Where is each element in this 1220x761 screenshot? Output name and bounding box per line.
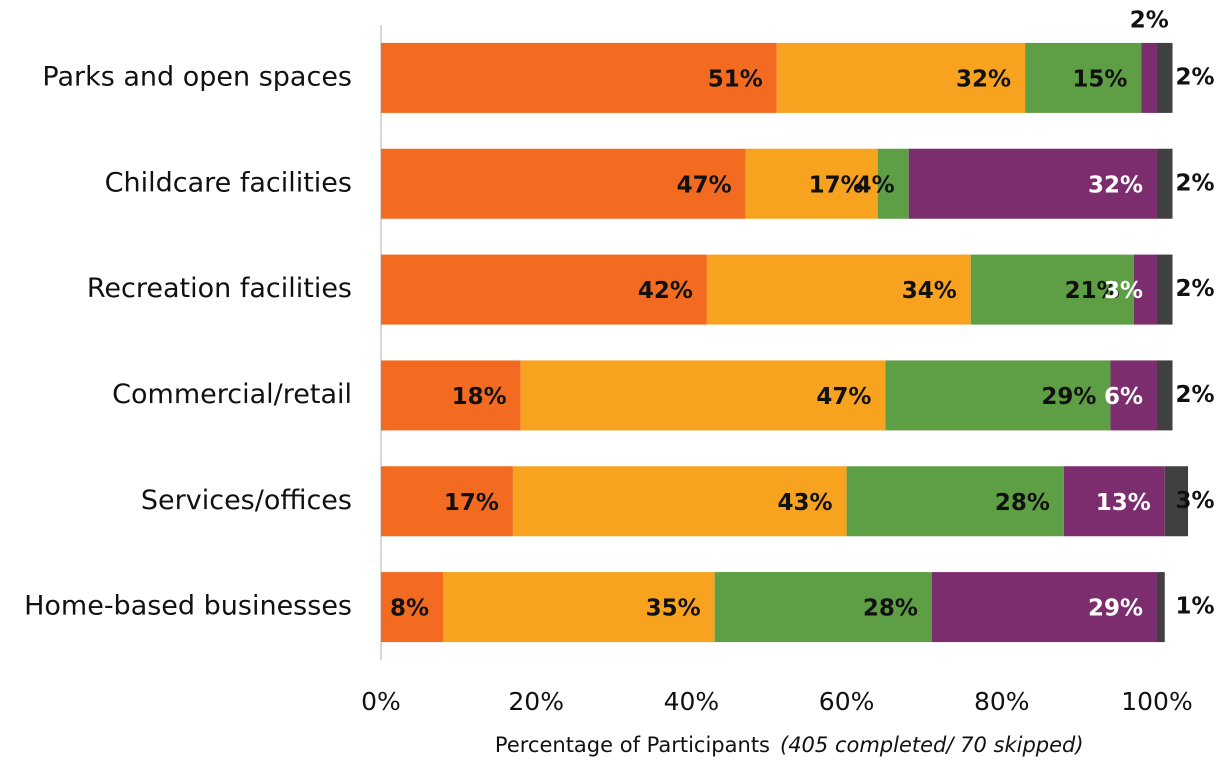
bar-segment — [381, 148, 746, 219]
value-label: 21% — [1065, 278, 1120, 304]
value-label: 2% — [1175, 170, 1214, 196]
bar-segment — [443, 572, 715, 643]
bar-segment — [1157, 572, 1165, 643]
category-label: Childcare facilities — [105, 167, 352, 198]
value-label: 17% — [444, 490, 499, 516]
bar-segment — [1157, 360, 1173, 431]
value-label: 47% — [677, 172, 732, 198]
value-label: 13% — [1096, 490, 1151, 516]
value-label: 4% — [856, 172, 895, 198]
category-label: Parks and open spaces — [42, 61, 352, 92]
value-label: 2% — [1130, 7, 1169, 33]
value-label: 42% — [638, 278, 693, 304]
bar-segment — [381, 254, 707, 325]
bar-segment — [1063, 466, 1165, 537]
category-label: Services/offices — [141, 485, 352, 516]
value-label: 28% — [863, 596, 918, 622]
value-label: 32% — [1088, 172, 1143, 198]
bar-segment — [970, 254, 1134, 325]
x-tick-label: 60% — [819, 687, 875, 716]
bar-segment — [520, 360, 886, 431]
category-label: Commercial/retail — [112, 379, 352, 410]
bar-segment — [1157, 148, 1173, 219]
bar-segment — [908, 148, 1157, 219]
bar-segment — [745, 148, 878, 219]
x-axis-note: (405 completed/ 70 skipped) — [780, 733, 1084, 757]
bar-segment — [1025, 42, 1142, 113]
bar-segment — [714, 572, 932, 643]
value-label: 8% — [390, 596, 429, 622]
bar-segment — [512, 466, 847, 537]
category-label: Home-based businesses — [24, 591, 352, 622]
bar-segment — [706, 254, 971, 325]
value-label: 35% — [646, 596, 701, 622]
bar-segment — [931, 572, 1157, 643]
value-label: 17% — [809, 172, 864, 198]
value-label: 28% — [995, 490, 1050, 516]
bar-segment — [1157, 254, 1173, 325]
value-label: 2% — [1175, 64, 1214, 90]
bar-segment — [381, 466, 513, 537]
value-label: 43% — [778, 490, 833, 516]
bar-segment — [877, 148, 909, 219]
category-label: Recreation facilities — [87, 273, 352, 304]
value-label: 51% — [708, 66, 763, 92]
x-tick-label: 0% — [361, 687, 401, 716]
bar-segment — [1157, 42, 1173, 113]
value-label: 6% — [1104, 384, 1143, 410]
bar-segment — [1110, 360, 1157, 431]
value-label: 34% — [902, 278, 957, 304]
bar-segment — [381, 42, 777, 113]
value-label: 29% — [1041, 384, 1096, 410]
value-label: 47% — [816, 384, 871, 410]
bar-segment — [381, 360, 521, 431]
value-label: 18% — [452, 384, 507, 410]
bar-segment — [1133, 254, 1157, 325]
value-label: 3% — [1175, 488, 1214, 514]
bar-segment — [1164, 466, 1189, 537]
value-label: 15% — [1072, 66, 1127, 92]
value-label: 2% — [1175, 276, 1214, 302]
bar-segment — [1141, 42, 1157, 113]
x-tick-label: 40% — [664, 687, 720, 716]
value-label: 29% — [1088, 596, 1143, 622]
bar-segment — [381, 572, 444, 643]
bar-segment — [885, 360, 1111, 431]
value-label: 3% — [1104, 278, 1143, 304]
value-label: 2% — [1175, 382, 1214, 408]
bar-segment — [776, 42, 1026, 113]
bar-segment — [846, 466, 1064, 537]
x-axis-label: Percentage of Participants — [495, 733, 770, 757]
x-tick-label: 80% — [974, 687, 1030, 716]
value-label: 1% — [1175, 594, 1214, 620]
x-tick-label: 20% — [508, 687, 564, 716]
x-tick-label: 100% — [1121, 687, 1192, 716]
value-label: 32% — [956, 66, 1011, 92]
